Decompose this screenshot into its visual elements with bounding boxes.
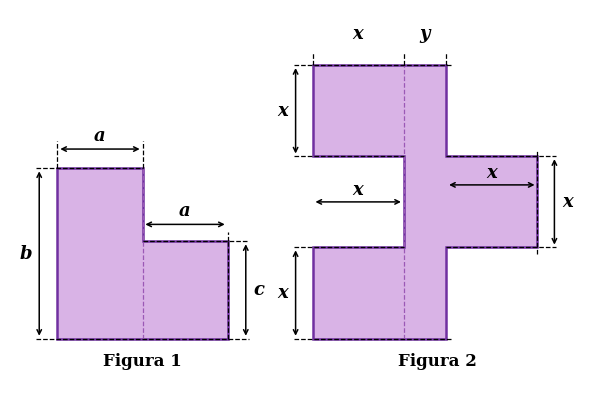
Text: a: a xyxy=(94,127,106,145)
Text: c: c xyxy=(254,281,265,299)
Text: a: a xyxy=(179,202,191,220)
Text: b: b xyxy=(19,245,32,263)
Polygon shape xyxy=(58,168,228,339)
Text: x: x xyxy=(563,193,573,211)
Text: x: x xyxy=(353,25,364,43)
Text: y: y xyxy=(420,25,430,43)
Text: Figura 2: Figura 2 xyxy=(398,353,476,370)
Text: x: x xyxy=(277,102,288,120)
Text: x: x xyxy=(277,284,288,302)
Text: x: x xyxy=(353,181,364,199)
Text: Figura 1: Figura 1 xyxy=(103,353,182,370)
Text: x: x xyxy=(486,164,497,182)
Polygon shape xyxy=(313,65,537,339)
